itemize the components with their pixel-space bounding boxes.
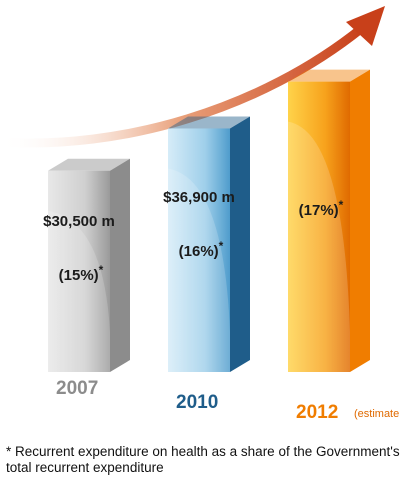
- bar-shine: [168, 168, 230, 372]
- x-tick-label: 2007: [56, 378, 99, 399]
- footnote-marker: *: [338, 197, 344, 212]
- bar: [288, 81, 350, 372]
- footnote: * Recurrent expenditure on health as a s…: [6, 444, 406, 476]
- footnote-marker: *: [218, 238, 224, 253]
- bar-side: [110, 158, 130, 372]
- value-label: $30,500 m: [43, 213, 115, 231]
- share-label-group: (15%)*: [38, 261, 124, 285]
- bar: [168, 128, 230, 372]
- bar-top: [168, 116, 250, 129]
- footnote-marker: *: [6, 444, 12, 459]
- footnote-text: Recurrent expenditure on health as a sha…: [6, 444, 400, 475]
- x-tick-label: 2010: [176, 392, 219, 413]
- arrow-head: [346, 6, 385, 46]
- bar-top: [288, 69, 370, 82]
- share-label-group: (16%)*: [158, 237, 244, 261]
- share-label-group: (17%)*: [278, 196, 364, 220]
- bar-side: [230, 116, 250, 373]
- x-tick-label: 2012: [296, 402, 339, 423]
- annotation: (estimate: [354, 408, 400, 420]
- bar: [48, 170, 110, 372]
- share-label: (17%): [298, 201, 339, 219]
- bar-shine: [48, 210, 110, 372]
- footnote-marker: *: [98, 263, 104, 278]
- trend-arrow: [0, 24, 365, 148]
- bar-shine: [288, 121, 350, 372]
- share-label: (15%): [58, 267, 99, 285]
- bar-side: [350, 69, 370, 372]
- bar-top: [48, 158, 130, 171]
- value-label: $36,900 m: [163, 188, 235, 206]
- share-label: (16%): [178, 242, 219, 260]
